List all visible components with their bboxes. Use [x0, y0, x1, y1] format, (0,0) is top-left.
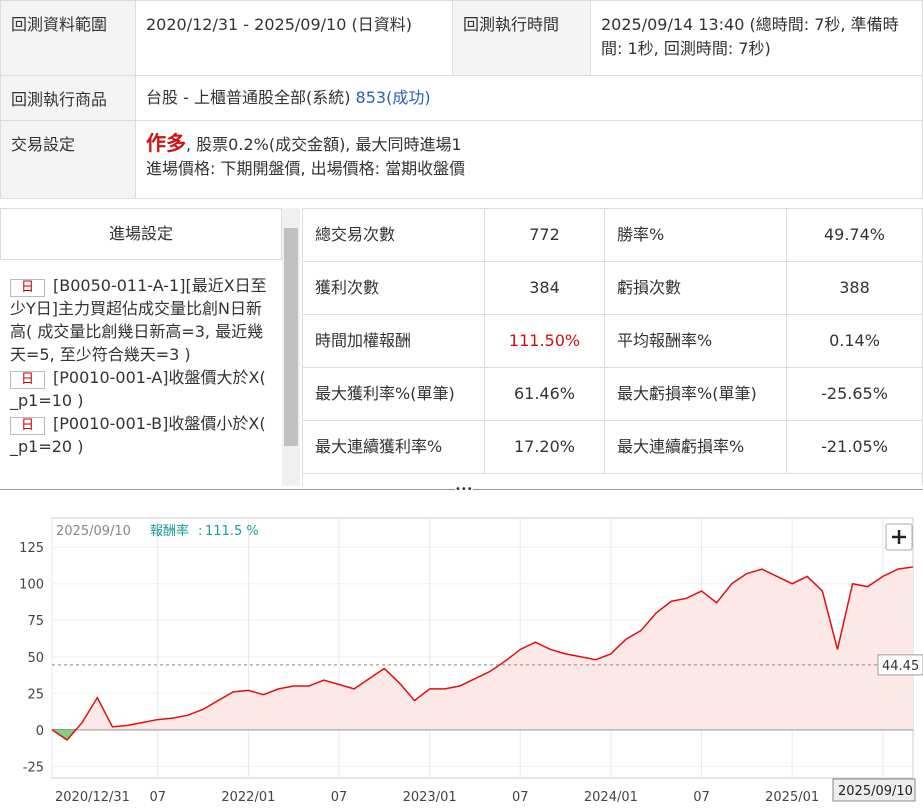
entry-text: [B0050-011-A-1][最近X日至少Y日]主力買超佔成交量比創N日新高(… [10, 276, 267, 364]
entry-text: [P0010-001-B]收盤價小於X( _p1=20 ) [10, 414, 266, 456]
entry-list: 日 [B0050-011-A-1][最近X日至少Y日]主力買超佔成交量比創N日新高… [0, 260, 282, 458]
y-tick-label: 125 [19, 541, 44, 556]
x-tick-label: 2020/12/31 [55, 790, 130, 805]
label: 回測執行商品 [0, 75, 136, 121]
stat-value: 61.46% [484, 367, 605, 421]
value: 2025/09/14 13:40 (總時間: 7秒, 準備時間: 1秒, 回測時… [590, 0, 923, 76]
stat-label: 最大連續虧損率% [604, 420, 787, 474]
entry-panel: 進場設定 日 [B0050-011-A-1][最近X日至少Y日]主力買超佔成交量比… [0, 208, 282, 486]
stat-value: -21.05% [786, 420, 923, 474]
zoom-icon [892, 530, 906, 544]
stat-label: 勝率% [604, 208, 787, 262]
entry-tag: 日 [10, 279, 46, 297]
label: 回測執行時間 [452, 0, 591, 76]
stat-label: 獲利次數 [302, 261, 485, 315]
stat-label: 時間加權報酬 [302, 314, 485, 368]
stat-label: 平均報酬率% [604, 314, 787, 368]
x-tick-label: 07 [331, 790, 348, 805]
stat-value: -25.65% [786, 367, 923, 421]
x-tick-label: 2025/01 [765, 790, 819, 805]
legend-colon: : [198, 524, 202, 539]
stat-value: 111.50% [484, 314, 605, 368]
chart: -25 0 25 50 75 100 125 2020/12/31 07 2022/01 07 202… [19, 517, 923, 805]
value: 作多, 股票0.2%(成交金額), 最大同時進場1 進場價格: 下期開盤價, 出場… [135, 120, 923, 199]
scrollbar[interactable] [282, 208, 300, 486]
reference-box [877, 654, 923, 676]
entry-text: [P0010-001-A]收盤價大於X( _p1=10 ) [10, 368, 266, 410]
x-tick-label: 2022/01 [221, 790, 275, 805]
x-tick-label: 07 [693, 790, 710, 805]
label: 回測資料範圍 [0, 0, 136, 76]
y-tick-label: 100 [19, 578, 44, 593]
x-tick-label: 2023/01 [403, 790, 457, 805]
y-tick-label: 75 [27, 614, 44, 629]
splitter-handle[interactable]: ••• [455, 484, 473, 495]
x-tick-label: 07 [149, 790, 166, 805]
entry-title: 進場設定 [0, 208, 282, 260]
stat-label: 最大虧損率%(單筆) [604, 367, 787, 421]
entry-item: 日 [P0010-001-B]收盤價小於X( _p1=20 ) [10, 412, 274, 458]
scroll-thumb[interactable] [284, 228, 298, 446]
price-settings: 進場價格: 下期開盤價, 出場價格: 當期收盤價 [146, 159, 466, 178]
direction: 作多 [146, 131, 186, 155]
x-tick-label: 07 [512, 790, 529, 805]
y-tick-label: 50 [27, 651, 44, 666]
product: 台股 - 上櫃普通股全部(系統) [146, 88, 351, 107]
stat-value: 17.20% [484, 420, 605, 474]
stats-table: 總交易次數 772 勝率% 49.74% 獲利次數 384 虧損次數 388 時間加權報酬 111… [302, 208, 923, 486]
legend-name: 報酬率 [150, 523, 189, 539]
entry-tag: 日 [10, 417, 46, 435]
cursor-date-box [832, 778, 916, 802]
stat-label: 虧損次數 [604, 261, 787, 315]
entry-item: 日 [B0050-011-A-1][最近X日至少Y日]主力買超佔成交量比創N日新高… [10, 274, 274, 366]
cursor-date: 2025/09/10 [56, 524, 131, 539]
x-tick-label: 2024/01 [584, 790, 638, 805]
value: 2020/12/31 - 2025/09/10 (日資料) [135, 0, 453, 76]
value: 台股 - 上櫃普通股全部(系統) 853(成功) [135, 75, 923, 121]
area-above [75, 566, 913, 730]
stat-value: 388 [786, 261, 923, 315]
trade-settings: , 股票0.2%(成交金額), 最大同時進場1 [186, 135, 462, 154]
stat-row-partial [302, 473, 923, 486]
stat-value: 49.74% [786, 208, 923, 262]
cursor-date-axis: 2025/09/10 [838, 784, 913, 799]
stat-label: 總交易次數 [302, 208, 485, 262]
stat-value: 0.14% [786, 314, 923, 368]
reference-label: 44.45 [882, 659, 919, 674]
y-tick-label: -25 [23, 760, 44, 775]
stat-label: 最大連續獲利率% [302, 420, 485, 474]
y-tick-label: 0 [36, 724, 44, 739]
label: 交易設定 [0, 120, 136, 199]
line [51, 566, 914, 742]
entry-tag: 日 [10, 371, 46, 389]
stat-value: 772 [484, 208, 605, 262]
y-tick-label: 25 [27, 687, 44, 702]
stat-label: 最大獲利率%(單筆) [302, 367, 485, 421]
product-count[interactable]: 853(成功) [355, 88, 431, 107]
entry-item: 日 [P0010-001-A]收盤價大於X( _p1=10 ) [10, 366, 274, 412]
stat-value: 384 [484, 261, 605, 315]
legend-value: 111.5 % [205, 524, 259, 539]
